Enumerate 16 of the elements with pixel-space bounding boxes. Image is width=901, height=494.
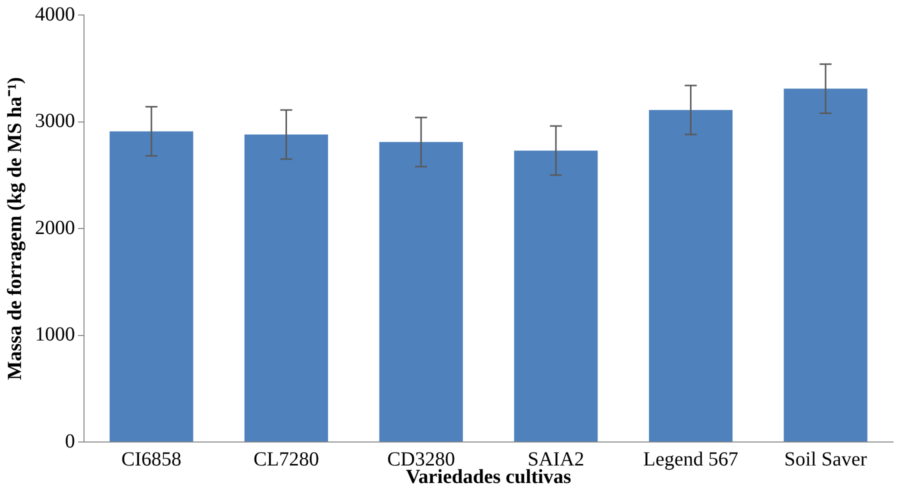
bar [244, 134, 328, 442]
bar [648, 110, 733, 442]
bar [514, 150, 598, 442]
x-tick-label: Soil Saver [784, 448, 868, 470]
y-tick-label: 2000 [35, 216, 75, 239]
x-tick-label: CI6858 [121, 448, 182, 470]
x-tick-label: Legend 567 [643, 448, 738, 470]
y-tick-label: 4000 [35, 3, 75, 26]
bar [784, 88, 868, 442]
x-tick-label: CL7280 [253, 448, 320, 470]
y-tick-label: 3000 [35, 110, 75, 132]
y-tick-label: 1000 [35, 324, 75, 346]
y-axis-title: Massa de forragem (kg de MS ha⁻¹) [4, 77, 26, 380]
bar [379, 142, 463, 442]
bar [110, 131, 194, 442]
y-tick-label: 0 [65, 430, 75, 452]
